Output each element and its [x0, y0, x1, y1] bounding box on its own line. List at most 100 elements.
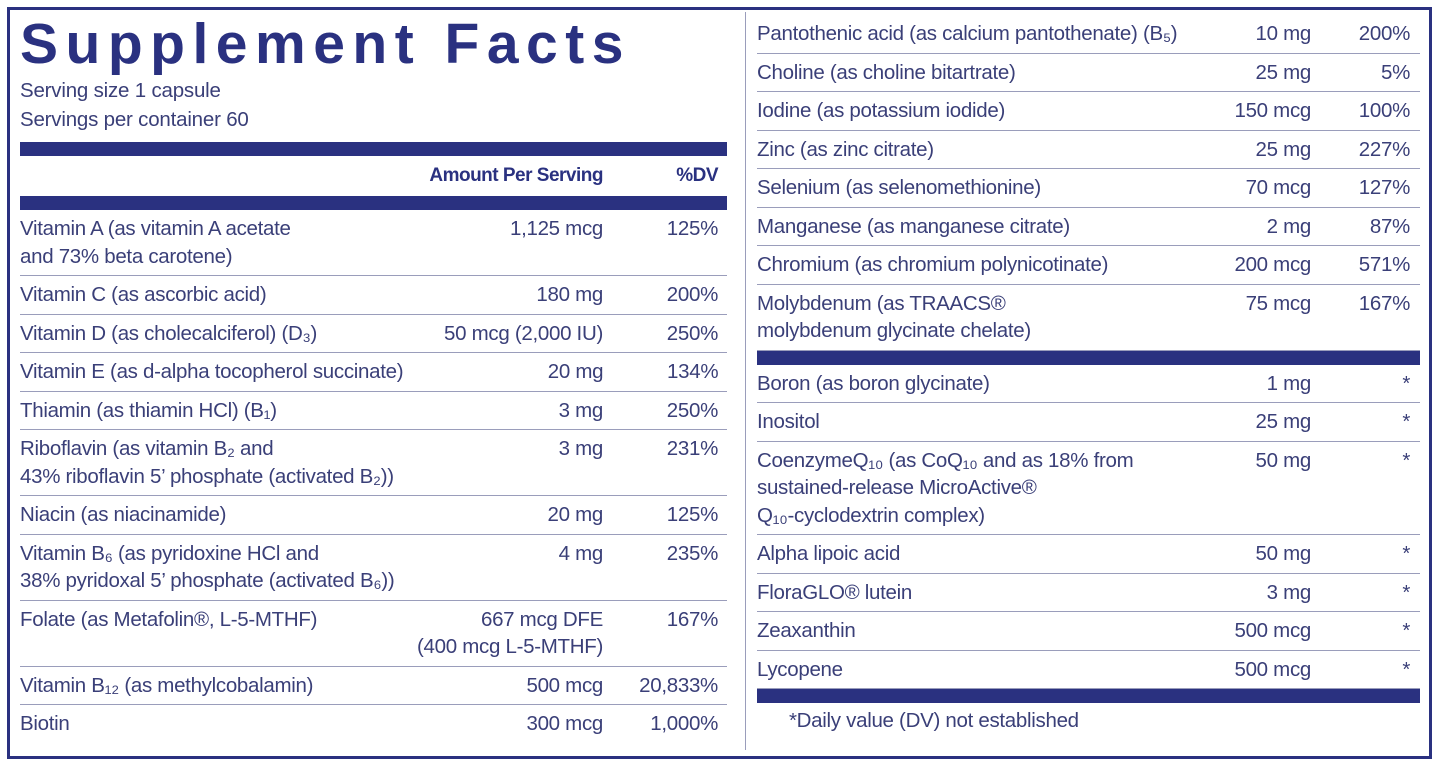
table-row: Riboflavin (as vitamin B₂ and 43% ribofl… [20, 430, 727, 496]
nutrient-name: Alpha lipoic acid [757, 542, 901, 565]
amount-value: 150 mcg [1234, 99, 1311, 122]
table-row: Manganese (as manganese citrate) 2 mg 87% [757, 208, 1420, 246]
amount-value: 200 mcg [1234, 253, 1311, 276]
amount-value: 50 mcg (2,000 IU) [444, 321, 603, 345]
dv-value: * [1402, 580, 1410, 604]
amount-value: 20 mg [547, 503, 604, 526]
dv-value: 87% [1369, 214, 1410, 238]
dv-value: 231% [666, 437, 719, 460]
table-row: Zinc (as zinc citrate) 25 mg 227% [757, 131, 1420, 169]
dv-value: 100% [1358, 99, 1411, 122]
dv-value: * [1402, 619, 1410, 642]
table-row: Niacin (as niacinamide) 20 mg 125% [20, 496, 727, 535]
table-row: Vitamin C (as ascorbic acid) 180 mg 200% [20, 276, 727, 315]
amount-value: 300 mcg [526, 712, 603, 735]
dv-value: 134% [667, 360, 719, 383]
dv-value: 1,000% [650, 712, 718, 735]
dv-value: * [1402, 410, 1410, 433]
dv-value: 167% [666, 607, 719, 631]
amount-value: 1 mg [1266, 371, 1312, 395]
nutrient-name: Vitamin A (as vitamin A acetate and 73% … [20, 217, 291, 268]
left-column: Supplement Facts Serving size 1 capsule … [20, 12, 727, 743]
column-divider [745, 12, 746, 750]
nutrient-name: Manganese (as manganese citrate) [757, 214, 1070, 238]
dv-value: 125% [666, 217, 719, 240]
nutrient-name: Pantothenic acid (as calcium pantothenat… [757, 22, 1178, 45]
table-row: Inositol 25 mg * [757, 403, 1420, 442]
thick-rule [20, 196, 727, 210]
dv-value: 200% [666, 283, 719, 306]
amount-value: 25 mg [1255, 137, 1312, 161]
table-row: Vitamin B₁₂ (as methylcobalamin) 500 mcg 2… [20, 667, 727, 705]
dv-value: 5% [1380, 60, 1410, 84]
thick-rule [757, 688, 1420, 703]
dv-value: * [1402, 657, 1410, 681]
supplement-facts-panel [7, 7, 1432, 759]
serving-size: Serving size 1 capsule [20, 79, 221, 102]
thick-rule [20, 142, 727, 156]
table-row: FloraGLO® lutein 3 mg * [757, 574, 1420, 612]
table-row: Iodine (as potassium iodide) 150 mcg 100% [757, 92, 1420, 131]
nutrient-name: Molybdenum (as TRAACS® molybdenum glycin… [757, 291, 1031, 343]
dv-value: 571% [1358, 253, 1411, 276]
table-row: Chromium (as chromium polynicotinate) 200… [757, 246, 1420, 285]
dv-value: 250% [666, 398, 719, 422]
amount-value: 3 mg [558, 398, 604, 422]
nutrient-name: Iodine (as potassium iodide) [757, 99, 1005, 122]
table-row: Alpha lipoic acid 50 mg * [757, 535, 1420, 574]
amount-value: 500 mcg [1234, 619, 1311, 642]
nutrient-name: Chromium (as chromium polynicotinate) [757, 253, 1109, 276]
amount-value: 1,125 mcg [509, 217, 603, 240]
column-header: Amount Per Serving %DV [20, 156, 727, 196]
nutrient-name: Selenium (as selenomethionine) [757, 176, 1041, 199]
dv-value: 127% [1358, 176, 1411, 199]
amount-value: 70 mcg [1245, 176, 1312, 199]
table-row: Lycopene 500 mcg * [757, 651, 1420, 689]
amount-value: 500 mcg [526, 673, 603, 697]
table-row: Folate (as Metafolin®, L-5-MTHF) 667 mcg … [20, 601, 727, 667]
amount-value: 50 mg [1255, 542, 1312, 565]
nutrient-name: Lycopene [757, 657, 843, 681]
nutrient-name: Vitamin B₁₂ (as methylcobalamin) [20, 673, 314, 697]
panel-title: Supplement Facts [20, 12, 631, 76]
dv-value: 200% [1358, 22, 1411, 45]
nutrient-name: Folate (as Metafolin®, L-5-MTHF) [20, 607, 318, 631]
nutrient-name: Choline (as choline bitartrate) [757, 60, 1016, 84]
dv-value: * [1402, 448, 1410, 472]
nutrient-name: Vitamin D (as cholecalciferol) (D₃) [20, 321, 318, 345]
dv-value: * [1402, 371, 1410, 395]
table-row: Vitamin D (as cholecalciferol) (D₃) 50 mc… [20, 315, 727, 353]
nutrient-name: Boron (as boron glycinate) [757, 371, 990, 395]
table-row: Pantothenic acid (as calcium pantothenat… [757, 15, 1420, 54]
table-row: Molybdenum (as TRAACS® molybdenum glycin… [757, 285, 1420, 350]
amount-value: 20 mg [547, 360, 604, 383]
table-row: Biotin 300 mcg 1,000% [20, 705, 727, 743]
nutrient-name: Thiamin (as thiamin HCl) (B₁) [20, 398, 277, 422]
nutrient-name: Zeaxanthin [757, 619, 856, 642]
right-column: Pantothenic acid (as calcium pantothenat… [757, 15, 1420, 733]
table-row: Selenium (as selenomethionine) 70 mcg 127% [757, 169, 1420, 208]
amount-value: 180 mg [536, 283, 603, 306]
nutrient-name: Zinc (as zinc citrate) [757, 137, 934, 161]
nutrient-table-no-dv: Boron (as boron glycinate) 1 mg * Inositol 2… [757, 365, 1420, 689]
amount-value: 500 mcg [1234, 657, 1311, 681]
table-row: Vitamin E (as d-alpha tocopherol succina… [20, 353, 727, 392]
table-row: Thiamin (as thiamin HCl) (B₁) 3 mg 250% [20, 392, 727, 430]
nutrient-name: Vitamin E (as d-alpha tocopherol succina… [20, 360, 404, 383]
table-row: Choline (as choline bitartrate) 25 mg 5% [757, 54, 1420, 92]
nutrient-name: Inositol [757, 410, 820, 433]
table-row: Boron (as boron glycinate) 1 mg * [757, 365, 1420, 403]
nutrient-name: FloraGLO® lutein [757, 580, 913, 604]
amount-header: Amount Per Serving [429, 165, 603, 186]
nutrient-table-right: Pantothenic acid (as calcium pantothenat… [757, 15, 1420, 350]
dv-value: 167% [1358, 291, 1411, 315]
dv-value: 125% [666, 503, 719, 526]
footnote: *Daily value (DV) not established [789, 709, 1079, 732]
table-row: Vitamin B₆ (as pyridoxine HCl and 38% py… [20, 535, 727, 601]
amount-value: 25 mg [1255, 60, 1312, 84]
nutrient-name: Niacin (as niacinamide) [20, 503, 227, 526]
dv-value: 227% [1358, 137, 1411, 161]
servings-per-container: Servings per container 60 [20, 108, 249, 131]
dv-value: * [1402, 542, 1410, 565]
nutrient-name: Vitamin C (as ascorbic acid) [20, 283, 267, 306]
